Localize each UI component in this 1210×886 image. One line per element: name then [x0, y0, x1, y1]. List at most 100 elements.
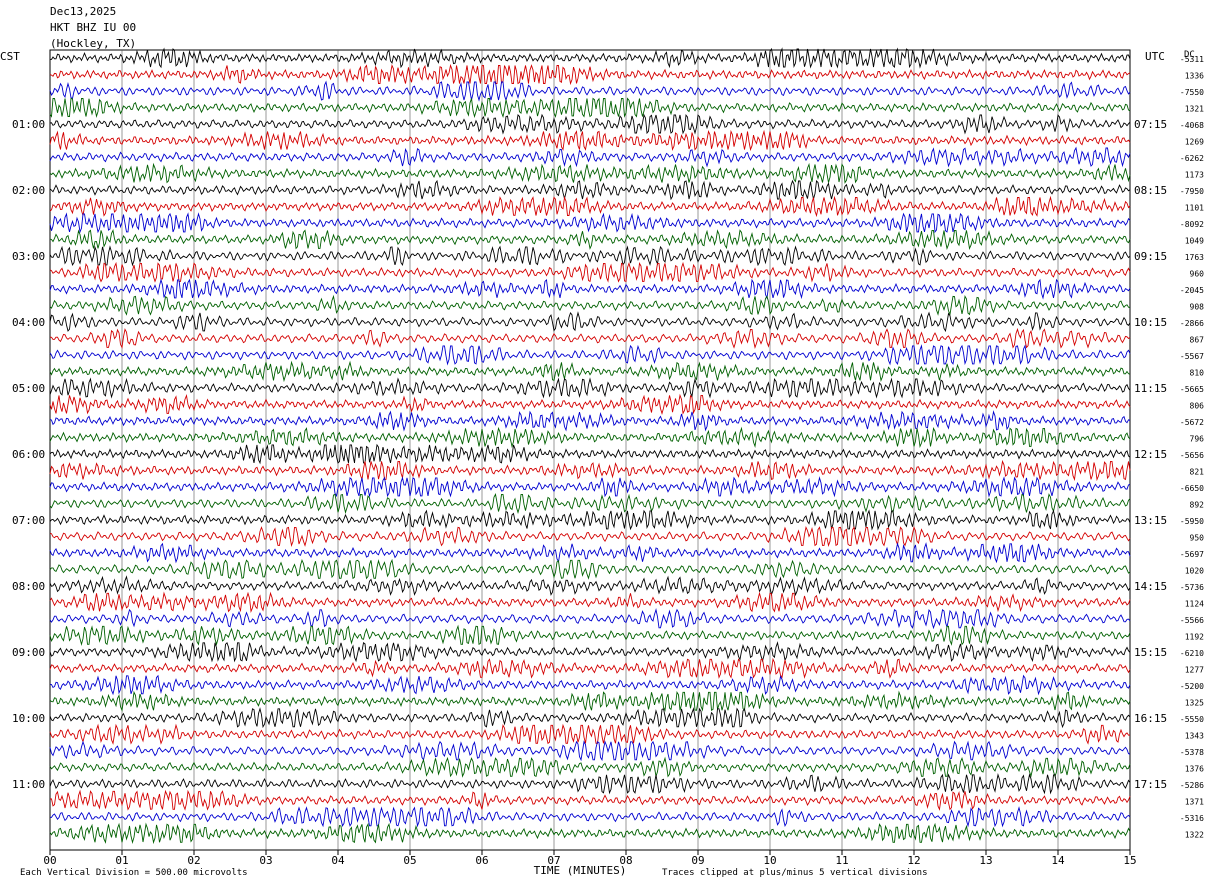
seismic-trace: [49, 360, 1131, 383]
right-timezone-label: UTC: [1145, 50, 1165, 63]
dc-offset-label: 1192: [1185, 632, 1204, 641]
vertical-division-note: Each Vertical Division = 500.00 microvol…: [20, 868, 248, 878]
seismic-trace: [50, 47, 1131, 69]
station-label: HKT BHZ IU 00: [50, 21, 137, 34]
right-time-label: 09:15: [1134, 250, 1167, 263]
right-time-label: 16:15: [1134, 712, 1167, 725]
x-tick-label: 01: [115, 854, 128, 867]
dc-offset-label: 806: [1190, 401, 1205, 410]
seismic-trace: [49, 493, 1131, 515]
seismic-trace: [49, 558, 1131, 580]
seismic-trace: [49, 195, 1131, 218]
dc-offset-label: 1124: [1185, 599, 1204, 608]
dc-offset-label: 1173: [1185, 170, 1204, 179]
x-tick-label: 02: [187, 854, 200, 867]
left-timezone-label: CST: [0, 50, 20, 63]
seismic-trace: [49, 113, 1131, 135]
x-tick-label: 14: [1051, 854, 1065, 867]
seismic-trace: [49, 657, 1131, 679]
seismic-trace: [49, 591, 1131, 614]
dc-offset-label: 1269: [1185, 137, 1204, 146]
x-tick-label: 00: [43, 854, 56, 867]
seismic-trace: [49, 789, 1131, 811]
x-tick-label: 07: [547, 854, 560, 867]
seismic-trace: [49, 97, 1131, 119]
left-time-label: 04:00: [12, 316, 45, 329]
x-tick-label: 13: [979, 854, 992, 867]
right-time-label: 08:15: [1134, 184, 1167, 197]
seismic-trace: [49, 690, 1131, 712]
dc-offset-label: 1343: [1185, 731, 1204, 740]
left-time-label: 08:00: [12, 580, 45, 593]
x-tick-label: 04: [331, 854, 345, 867]
left-time-label: 11:00: [12, 778, 45, 791]
dc-offset-label: 1049: [1185, 236, 1204, 245]
seismic-trace: [49, 624, 1131, 647]
dc-offset-label: -6210: [1180, 649, 1204, 658]
dc-offset-label: -5950: [1180, 517, 1204, 526]
seismic-trace: [49, 212, 1131, 234]
dc-offset-label: 1322: [1185, 830, 1204, 839]
seismic-trace: [49, 723, 1131, 745]
left-time-label: 05:00: [12, 382, 45, 395]
seismic-trace: [49, 311, 1131, 333]
dc-offset-label: -7950: [1180, 187, 1204, 196]
x-tick-label: 10: [763, 854, 776, 867]
dc-offset-label: 1277: [1185, 665, 1204, 674]
seismic-trace: [49, 756, 1131, 778]
dc-offset-label: -5550: [1180, 715, 1204, 724]
seismic-trace: [49, 575, 1131, 597]
date-label: Dec13,2025: [50, 5, 117, 18]
right-time-label: 14:15: [1134, 580, 1167, 593]
left-time-label: 10:00: [12, 712, 45, 725]
x-tick-label: 12: [907, 854, 920, 867]
dc-offset-label: -4068: [1180, 121, 1204, 130]
right-time-label: 10:15: [1134, 316, 1167, 329]
dc-offset-label: -2045: [1180, 286, 1204, 295]
dc-offset-label: 1371: [1185, 797, 1204, 806]
dc-offset-label: -7550: [1180, 88, 1204, 97]
x-tick-label: 08: [619, 854, 632, 867]
x-tick-label: 06: [475, 854, 488, 867]
seismic-trace: [49, 146, 1131, 168]
x-tick-label: 11: [835, 854, 848, 867]
dc-offset-label: -6650: [1180, 484, 1204, 493]
seismic-trace: [49, 674, 1131, 696]
seismic-trace: [49, 740, 1131, 762]
dc-offset-label: -5311: [1180, 55, 1204, 64]
dc-offset-label: -8092: [1180, 220, 1204, 229]
right-time-label: 15:15: [1134, 646, 1167, 659]
left-time-label: 01:00: [12, 118, 45, 131]
x-tick-label: 03: [259, 854, 272, 867]
seismic-trace: [49, 261, 1131, 283]
right-time-label: 07:15: [1134, 118, 1167, 131]
dc-offset-label: 892: [1190, 500, 1205, 509]
dc-offset-label: -5286: [1180, 781, 1204, 790]
dc-offset-label: -5697: [1180, 550, 1204, 559]
x-tick-label: 09: [691, 854, 704, 867]
x-axis-label: TIME (MINUTES): [534, 864, 627, 877]
seismic-trace: [49, 525, 1131, 548]
seismic-trace: [49, 773, 1131, 795]
dc-offset-label: 1336: [1185, 71, 1204, 80]
left-time-label: 06:00: [12, 448, 45, 461]
seismic-trace: [49, 822, 1131, 845]
left-time-label: 07:00: [12, 514, 45, 527]
dc-offset-label: 1376: [1185, 764, 1204, 773]
seismic-trace: [49, 80, 1131, 102]
left-time-label: 02:00: [12, 184, 45, 197]
seismic-trace: [49, 393, 1131, 415]
seismic-trace: [49, 410, 1131, 432]
dc-offset-label: 1321: [1185, 104, 1204, 113]
seismic-trace: [49, 476, 1131, 498]
seismic-trace: [49, 542, 1131, 564]
dc-offset-label: 950: [1190, 533, 1205, 542]
dc-offset-label: -5378: [1180, 748, 1204, 757]
seismic-trace: [49, 327, 1131, 350]
seismic-trace: [49, 228, 1131, 250]
dc-offset-label: 821: [1190, 467, 1205, 476]
dc-offset-label: -5665: [1180, 385, 1204, 394]
location-label: (Hockley, TX): [50, 37, 137, 50]
seismic-trace: [49, 377, 1131, 399]
